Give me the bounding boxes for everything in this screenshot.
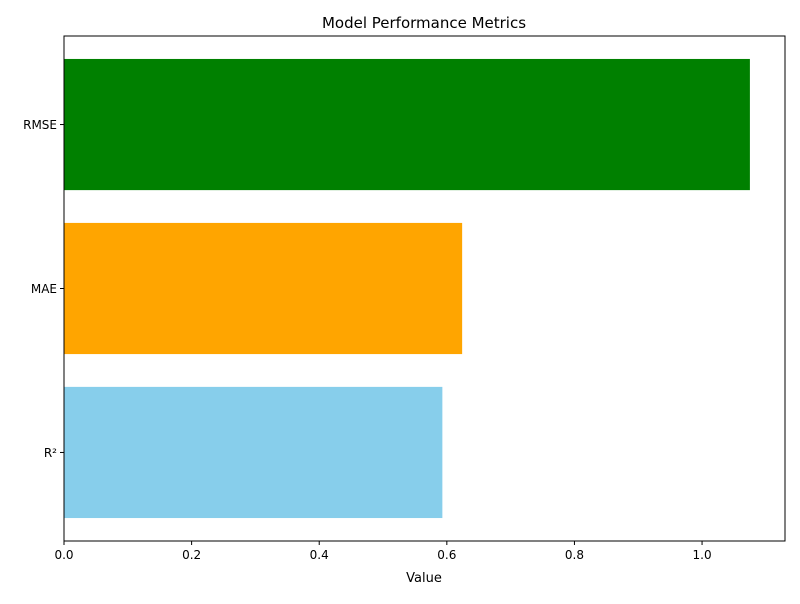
y-axis: R² MAE RMSE xyxy=(23,118,64,460)
x-tick-label: 1.0 xyxy=(693,548,712,562)
y-tick-label: R² xyxy=(44,446,57,460)
bars-layer xyxy=(64,58,750,519)
bar-1 xyxy=(64,222,463,355)
x-axis: 0.0 0.2 0.4 0.6 0.8 1.0 xyxy=(54,541,712,562)
x-tick-label: 0.4 xyxy=(310,548,329,562)
chart-title: Model Performance Metrics xyxy=(322,14,526,32)
x-axis-label: Value xyxy=(406,571,442,586)
x-tick-label: 0.6 xyxy=(437,548,456,562)
y-tick-label: MAE xyxy=(31,282,57,296)
bar-2 xyxy=(64,58,750,191)
x-tick-label: 0.0 xyxy=(54,548,73,562)
bar-0 xyxy=(64,386,443,519)
y-tick-label: RMSE xyxy=(23,118,57,132)
x-tick-label: 0.8 xyxy=(565,548,584,562)
x-tick-label: 0.2 xyxy=(182,548,201,562)
